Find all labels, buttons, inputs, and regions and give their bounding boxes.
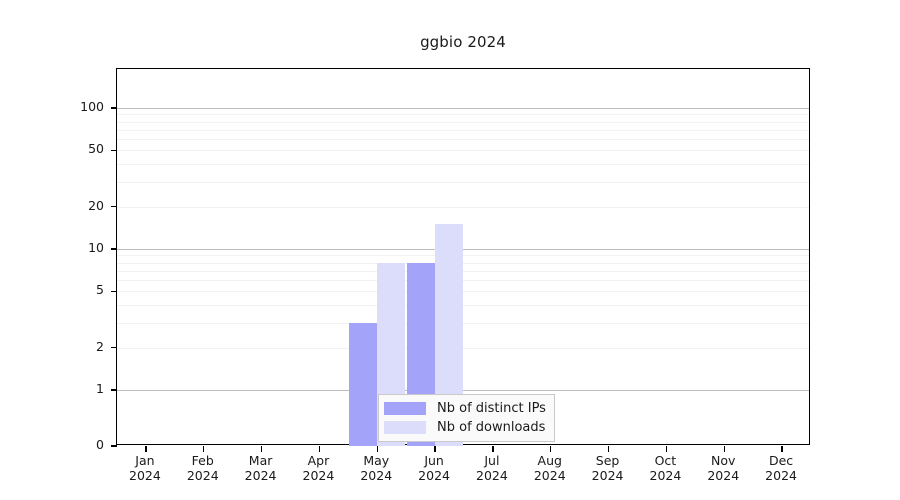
x-tick <box>318 446 320 452</box>
legend-label-distinct-ips: Nb of distinct IPs <box>437 401 546 416</box>
x-tick <box>607 446 610 452</box>
x-tick-label: Oct 2024 <box>649 453 682 483</box>
gridline-minor <box>117 121 809 123</box>
x-tick-label: Sep 2024 <box>591 453 624 483</box>
x-tick-label: Dec 2024 <box>765 453 797 483</box>
y-tick <box>111 445 117 447</box>
x-tick <box>145 446 147 452</box>
legend-swatch-distinct-ips <box>384 402 426 415</box>
y-tick <box>111 248 117 250</box>
y-tick-label: 1 <box>96 381 104 396</box>
x-tick-label: Mar 2024 <box>244 453 277 483</box>
legend-item-downloads: Nb of downloads <box>384 418 546 437</box>
x-tick <box>203 446 205 452</box>
x-tick-label: Feb 2024 <box>186 453 219 483</box>
x-tick <box>781 446 783 452</box>
x-tick-label: Apr 2024 <box>302 453 335 483</box>
y-tick-label: 0 <box>96 437 104 452</box>
gridline-major <box>117 150 809 152</box>
x-tick <box>376 446 378 452</box>
gridline-minor <box>117 139 809 141</box>
x-tick-label: Jul 2024 <box>476 453 508 483</box>
bar-distinct-ips <box>349 322 378 446</box>
y-tick-label: 50 <box>88 141 104 157</box>
gridline-minor <box>117 129 809 131</box>
y-tick-label: 100 <box>80 99 104 114</box>
gridline-minor <box>117 114 809 116</box>
legend-item-distinct-ips: Nb of distinct IPs <box>384 399 546 418</box>
y-tick-label: 20 <box>88 197 104 213</box>
gridline-minor <box>117 181 809 183</box>
y-tick-label: 2 <box>96 338 104 354</box>
x-tick-label: Nov 2024 <box>707 453 740 483</box>
gridline-major <box>117 206 809 208</box>
x-tick <box>260 446 263 452</box>
x-tick <box>723 446 725 452</box>
x-tick-label: Jan 2024 <box>129 453 161 483</box>
x-tick <box>492 446 494 452</box>
bars-layer <box>117 69 809 446</box>
x-tick <box>434 446 436 452</box>
x-tick-label: Jun 2024 <box>418 453 450 483</box>
y-tick-label: 5 <box>96 282 104 298</box>
chart-legend: Nb of distinct IPs Nb of downloads <box>378 394 555 442</box>
x-tick <box>665 446 667 452</box>
y-tick <box>111 149 117 152</box>
x-tick <box>550 446 552 452</box>
gridline-major <box>117 108 809 109</box>
plot-area <box>111 68 810 452</box>
legend-label-downloads: Nb of downloads <box>437 420 546 435</box>
x-tick-label: Aug 2024 <box>533 453 566 483</box>
y-tick <box>111 205 117 208</box>
legend-swatch-downloads <box>384 421 426 434</box>
chart-title: ggbio 2024 <box>420 33 506 51</box>
y-tick-label: 10 <box>88 240 104 255</box>
x-tick-label: May 2024 <box>360 453 393 483</box>
y-tick <box>111 346 117 349</box>
y-tick <box>111 107 117 109</box>
gridline-minor <box>117 164 809 166</box>
y-tick <box>111 389 117 391</box>
y-tick <box>111 290 117 293</box>
